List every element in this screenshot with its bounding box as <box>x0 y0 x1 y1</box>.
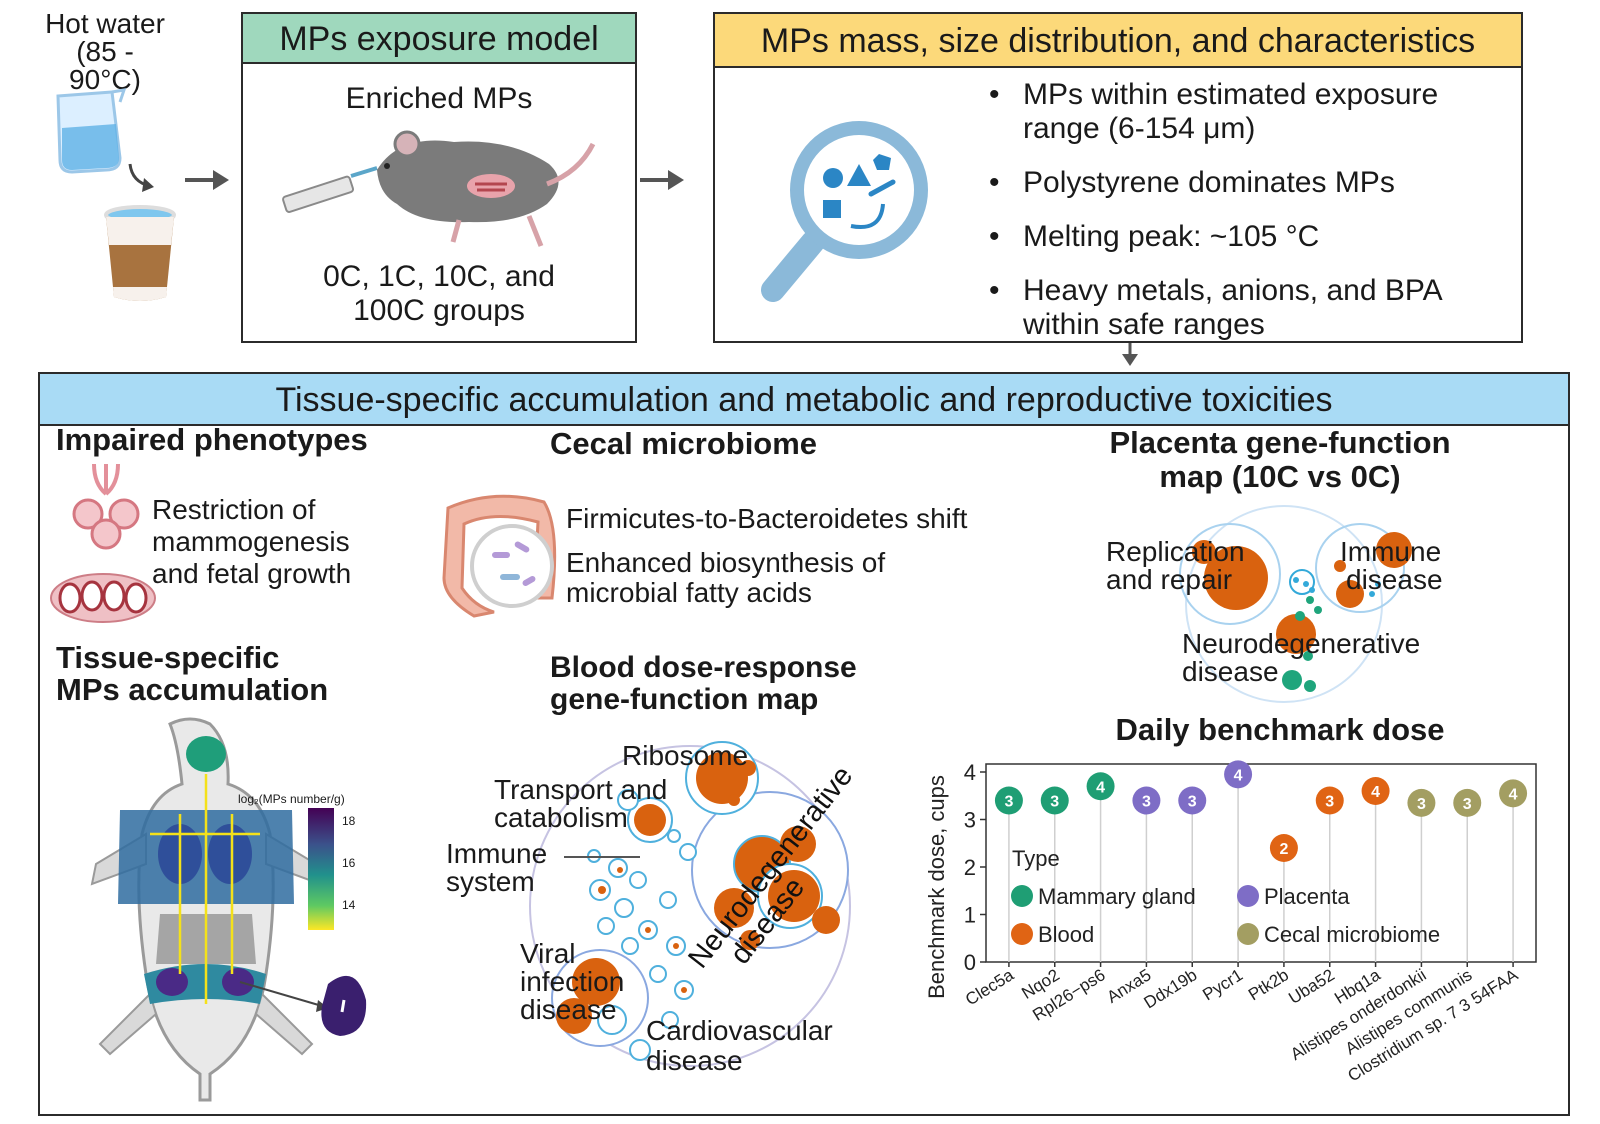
cardiovascular-label: Cardiovascular disease <box>646 1015 833 1076</box>
data-point <box>1453 788 1482 817</box>
legend-item: Mammary gland <box>1038 884 1196 909</box>
data-label: 2 <box>1279 841 1288 858</box>
legend-item: Cecal microbiome <box>1264 922 1440 947</box>
colorbar-tick: 14 <box>342 898 356 912</box>
impaired-phenotypes-title: Impaired phenotypes <box>56 422 368 457</box>
legend-item: Placenta <box>1264 884 1350 909</box>
data-point <box>1499 779 1528 808</box>
data-point <box>1224 760 1253 789</box>
data-label: 3 <box>1325 794 1334 811</box>
y-axis-label: Benchmark dose, cups <box>924 775 949 999</box>
legend-swatch <box>1011 923 1033 945</box>
placenta-neuro-label: Neurodegenerative disease <box>1182 628 1421 687</box>
cecal-title: Cecal microbiome <box>550 426 818 461</box>
y-tick-label: 2 <box>964 855 976 880</box>
x-tick-label: Ptk2b <box>1245 965 1292 1004</box>
colorbar-legend-title: log₂(MPs number/g) <box>238 792 345 806</box>
fetus-tissue-icon <box>50 573 156 623</box>
exposure-model-title: MPs exposure model <box>243 14 635 64</box>
y-tick-label: 0 <box>964 950 976 975</box>
x-tick-label: Pycr1 <box>1199 965 1246 1004</box>
mouse-injection-icon <box>282 130 596 247</box>
legend-item: Blood <box>1038 922 1094 947</box>
leader-line <box>564 856 640 858</box>
ribosome-label: Ribosome <box>622 740 749 771</box>
intestine-icon <box>442 494 557 618</box>
enriched-mps-label: Enriched MPs <box>345 82 533 115</box>
magnifier-particles-icon <box>761 121 928 302</box>
placenta-gene-function-map <box>1179 505 1412 703</box>
mammary-gland-icon <box>72 464 140 550</box>
bmd-title: Daily benchmark dose <box>1115 712 1445 747</box>
data-point <box>1040 786 1069 815</box>
mouse-anatomy-icon <box>90 717 367 1102</box>
data-label: 3 <box>1417 796 1426 813</box>
immune-disease-label: Immune disease <box>1340 536 1443 595</box>
y-tick-label: 1 <box>964 903 976 928</box>
y-tick-label: 4 <box>964 760 976 785</box>
beaker-icon <box>56 88 127 174</box>
data-point <box>1315 786 1344 815</box>
dose-groups-label: 0C, 1C, 10C, and 100C groups <box>323 260 555 327</box>
toxicity-title: Tissue-specific accumulation and metabol… <box>40 374 1568 426</box>
data-label: 3 <box>1188 794 1197 811</box>
immune-system-label: Immune system <box>446 838 548 897</box>
data-point <box>1407 788 1436 817</box>
viral-infection-label: Viral infection disease <box>520 938 625 1025</box>
colorbar <box>308 808 334 930</box>
curved-arrow-icon <box>128 163 154 192</box>
data-point <box>1178 786 1207 815</box>
colorbar-tick: 18 <box>342 814 356 828</box>
data-label: 3 <box>1050 794 1059 811</box>
colorbar-tick: 16 <box>342 856 356 870</box>
data-label: 4 <box>1096 779 1105 796</box>
replication-label: Replication and repair <box>1106 536 1245 595</box>
arrow-right-icon <box>640 170 684 190</box>
neurodegenerative-label: Neurodegenerative disease <box>682 760 859 974</box>
hot-water-label: Hot water (85 - 90°C) <box>45 8 165 95</box>
placenta-map-title: Placenta gene-function map (10C vs 0C) <box>1109 425 1451 494</box>
coffee-cup-icon <box>104 205 176 301</box>
transport-label: Transport and catabolism <box>494 774 668 833</box>
mps-characteristics-title: MPs mass, size distribution, and charact… <box>715 14 1521 68</box>
data-label: 4 <box>1509 786 1518 803</box>
legend-swatch <box>1237 923 1259 945</box>
arrow-right-icon <box>185 170 229 190</box>
data-label: 3 <box>1142 794 1151 811</box>
data-point <box>1086 772 1115 801</box>
data-label: 4 <box>1371 784 1380 801</box>
mps-characteristics-panel: MPs mass, size distribution, and charact… <box>713 12 1523 343</box>
data-label: 4 <box>1234 767 1243 784</box>
accumulation-title: Tissue-specific MPs accumulation <box>56 640 329 707</box>
phenotypes-text: Restriction of mammogenesis and fetal gr… <box>152 494 352 589</box>
bullet-item: Melting peak: ~105 °C <box>985 220 1525 254</box>
blood-map-title: Blood dose-response gene-function map <box>550 651 857 716</box>
bullet-item: Polystyrene dominates MPs <box>985 166 1525 200</box>
arrow-down-icon <box>1122 340 1138 366</box>
data-point <box>1361 777 1390 805</box>
data-label: 3 <box>1463 796 1472 813</box>
x-tick-label: Ddx19b <box>1141 965 1201 1012</box>
data-point <box>994 786 1023 815</box>
x-tick-label: Uba52 <box>1285 965 1338 1008</box>
data-label: 3 <box>1004 794 1013 811</box>
legend-swatch <box>1011 885 1033 907</box>
blood-gene-function-map <box>529 741 851 1067</box>
data-point <box>1269 834 1298 862</box>
chart-frame <box>985 763 1537 963</box>
exposure-model-panel: MPs exposure model Enriched MPs 0C, 1C, … <box>241 12 637 343</box>
cecal-text: Firmicutes-to-Bacteroidetes shift Enhanc… <box>566 503 968 608</box>
data-point <box>1132 786 1161 815</box>
toxicity-panel: Tissue-specific accumulation and metabol… <box>38 372 1570 1116</box>
y-tick-label: 3 <box>964 808 976 833</box>
legend-title: Type <box>1012 846 1060 871</box>
legend-swatch <box>1237 885 1259 907</box>
